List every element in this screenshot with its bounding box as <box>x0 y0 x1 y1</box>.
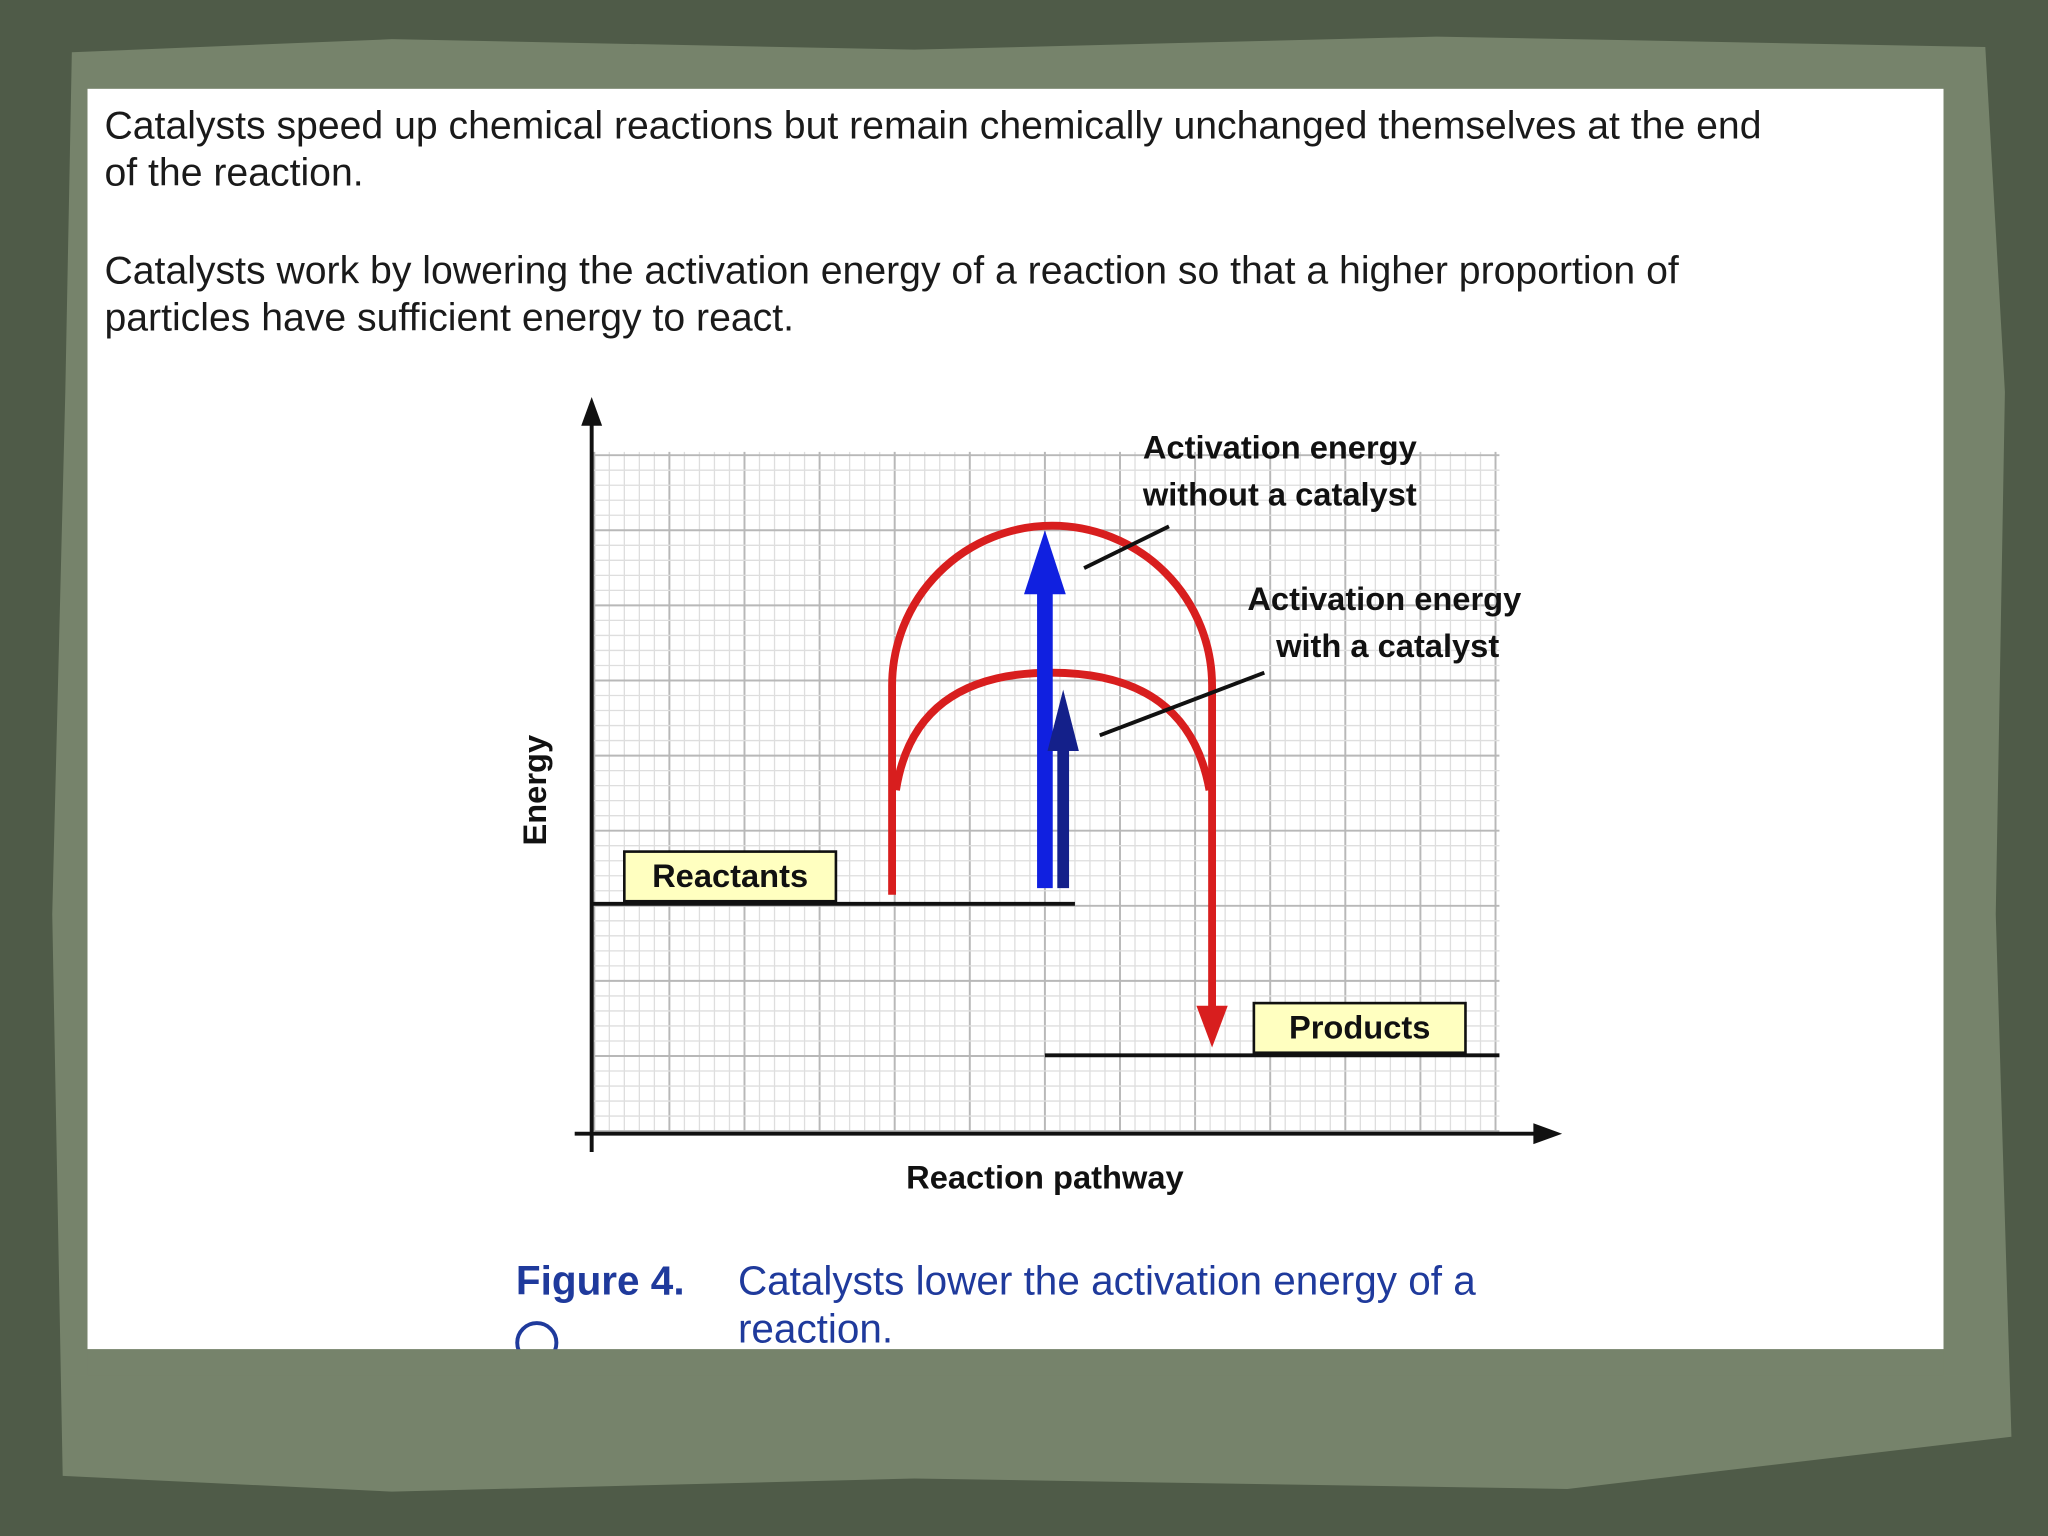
products-label: Products <box>1289 1008 1430 1045</box>
caption-line: reaction. <box>738 1306 893 1352</box>
annotation: without a catalyst <box>1142 475 1417 512</box>
arrowhead <box>1024 530 1066 595</box>
x-axis-label: Reaction pathway <box>906 1159 1184 1196</box>
caption-label: Figure 4. <box>516 1257 685 1303</box>
annotation: Activation energy <box>1143 428 1417 465</box>
x-axis-arrow <box>1533 1123 1563 1145</box>
reactants-label: Reactants <box>652 857 808 894</box>
pointer <box>1083 524 1170 570</box>
paragraph-line: of the reaction. <box>104 151 363 194</box>
caption-line: Catalysts lower the activation energy of… <box>738 1257 1476 1303</box>
paragraph-line: particles have sufficient energy to reac… <box>104 296 794 339</box>
uncatalysed-curve <box>888 521 1216 1026</box>
paragraph-line: Catalysts work by lowering the activatio… <box>104 249 1678 292</box>
paragraph-line: Catalysts speed up chemical reactions bu… <box>104 104 1761 147</box>
reactants-box <box>623 850 838 903</box>
annotation: Activation energy <box>1247 580 1521 617</box>
pointer <box>1099 670 1266 738</box>
arrowhead <box>1047 689 1079 752</box>
y-axis-arrow <box>581 397 603 426</box>
y-axis-label: Energy <box>516 735 553 846</box>
products-box <box>1252 1001 1467 1055</box>
panel-edge <box>87 1349 1944 1376</box>
curve-arrowhead <box>1196 1005 1228 1048</box>
annotation: with a catalyst <box>1275 627 1499 664</box>
